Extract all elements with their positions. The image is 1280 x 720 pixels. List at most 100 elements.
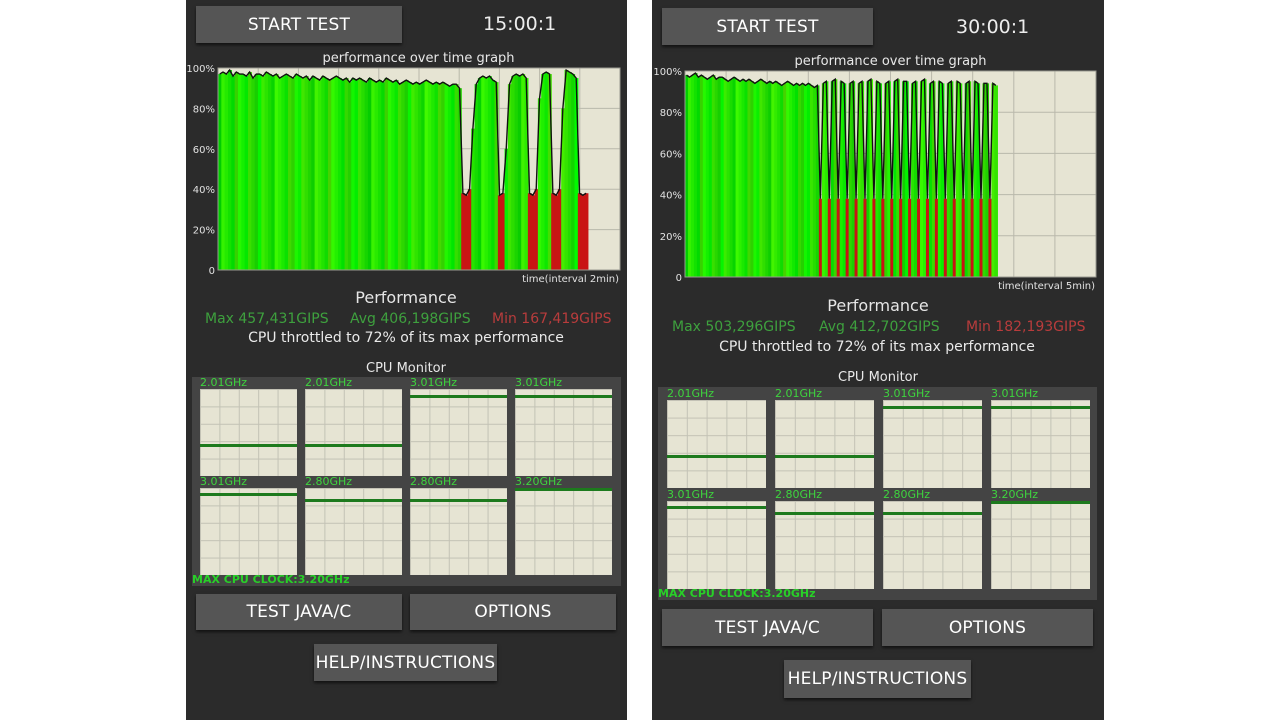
performance-bar bbox=[281, 76, 286, 270]
performance-bar bbox=[925, 198, 930, 277]
performance-bar bbox=[869, 79, 874, 278]
help-instructions-button[interactable]: HELP/INSTRUCTIONS bbox=[784, 660, 971, 698]
performance-bar bbox=[809, 85, 814, 277]
cpu-frequency-line bbox=[883, 512, 982, 515]
performance-bar bbox=[789, 83, 793, 277]
performance-bar bbox=[783, 83, 787, 277]
performance-bar bbox=[890, 198, 894, 277]
performance-bar bbox=[818, 198, 823, 277]
performance-bar bbox=[291, 78, 296, 270]
performance-bar bbox=[484, 78, 489, 270]
performance-bar bbox=[711, 75, 716, 278]
cpu-core-graph bbox=[991, 400, 1090, 488]
performance-bar bbox=[762, 81, 766, 277]
performance-bar bbox=[708, 77, 713, 278]
cpu-core-graph bbox=[305, 488, 402, 575]
cpu-frequency-line bbox=[775, 455, 874, 458]
performance-bar bbox=[911, 83, 915, 277]
performance-bar bbox=[507, 84, 512, 270]
performance-bar bbox=[976, 83, 981, 277]
start-test-button[interactable]: START TEST bbox=[662, 8, 873, 45]
performance-bar bbox=[361, 80, 366, 271]
performance-bar bbox=[786, 81, 790, 277]
performance-bar bbox=[827, 198, 832, 277]
performance-bar bbox=[241, 74, 246, 270]
performance-line bbox=[686, 72, 997, 199]
performance-bar bbox=[958, 83, 963, 277]
performance-title: Performance bbox=[827, 296, 929, 315]
performance-bar bbox=[454, 84, 459, 270]
performance-bar bbox=[875, 81, 879, 277]
performance-bar bbox=[311, 76, 316, 270]
max-cpu-clock: MAX CPU CLOCK:3.20GHz bbox=[658, 587, 816, 600]
cpu-core-frequency: 2.80GHz bbox=[775, 488, 823, 501]
performance-bar bbox=[905, 81, 909, 277]
y-tick-label: 60% bbox=[660, 149, 682, 160]
performance-bar bbox=[946, 83, 951, 277]
min-performance-stat: Min 182,193GIPS bbox=[966, 319, 1086, 335]
cpu-core-graph bbox=[410, 488, 507, 575]
performance-bar bbox=[257, 74, 262, 270]
performance-bar bbox=[424, 80, 429, 271]
min-performance-stat: Min 167,419GIPS bbox=[492, 311, 612, 327]
cpu-core-graph bbox=[991, 501, 1090, 589]
performance-bar bbox=[979, 198, 984, 277]
test-timer: 30:00:1 bbox=[956, 16, 1030, 38]
y-tick-label: 100% bbox=[186, 64, 215, 75]
cpu-core-graph bbox=[515, 389, 612, 476]
performance-bar bbox=[264, 72, 269, 270]
performance-bar bbox=[798, 85, 802, 277]
performance-bar bbox=[524, 78, 529, 270]
performance-bar bbox=[738, 81, 743, 277]
performance-bar bbox=[937, 81, 942, 277]
performance-bar bbox=[940, 83, 945, 277]
cpu-frequency-line bbox=[410, 499, 507, 502]
performance-bar bbox=[411, 84, 416, 270]
performance-bar bbox=[567, 72, 572, 270]
performance-bar bbox=[537, 98, 542, 270]
performance-bar bbox=[444, 84, 449, 270]
performance-bar bbox=[854, 198, 859, 277]
performance-bar bbox=[881, 198, 885, 277]
performance-bar bbox=[364, 82, 369, 270]
performance-bar bbox=[481, 76, 486, 270]
performance-bar bbox=[914, 81, 918, 277]
options-button[interactable]: OPTIONS bbox=[882, 609, 1093, 646]
performance-bar bbox=[228, 70, 232, 271]
performance-bar bbox=[842, 83, 847, 277]
y-tick-label: 40% bbox=[193, 185, 215, 196]
performance-bar bbox=[908, 198, 912, 277]
performance-bar bbox=[501, 193, 506, 270]
performance-bar bbox=[917, 198, 921, 277]
performance-bar bbox=[221, 72, 226, 270]
cpu-core-frequency: 3.01GHz bbox=[410, 376, 458, 389]
performance-bar bbox=[920, 81, 924, 277]
left-phone-screen: START TEST 15:00:1 performance over time… bbox=[186, 0, 627, 720]
start-test-button[interactable]: START TEST bbox=[196, 6, 402, 43]
test-java-c-button[interactable]: TEST JAVA/C bbox=[662, 609, 873, 646]
cpu-core-graph bbox=[883, 501, 982, 589]
performance-bar bbox=[464, 195, 469, 270]
cpu-core-frequency: 2.01GHz bbox=[775, 387, 823, 400]
performance-bar bbox=[431, 84, 436, 270]
performance-bar bbox=[437, 84, 442, 270]
performance-bar bbox=[824, 81, 829, 277]
cpu-core-frequency: 3.01GHz bbox=[667, 488, 715, 501]
performance-bar bbox=[750, 81, 755, 277]
performance-bar bbox=[487, 76, 492, 270]
max-performance-stat: Max 503,296GIPS bbox=[672, 319, 796, 335]
performance-bar bbox=[574, 78, 579, 270]
performance-bar bbox=[780, 85, 784, 277]
performance-bar bbox=[457, 88, 462, 270]
performance-bar bbox=[812, 87, 817, 277]
performance-bar bbox=[732, 77, 737, 278]
performance-bar bbox=[324, 78, 329, 270]
performance-bar bbox=[771, 83, 775, 277]
help-instructions-button[interactable]: HELP/INSTRUCTIONS bbox=[314, 644, 497, 681]
test-java-c-button[interactable]: TEST JAVA/C bbox=[196, 594, 402, 630]
performance-bar bbox=[795, 83, 799, 277]
performance-bar bbox=[964, 83, 969, 277]
cpu-core-graph bbox=[200, 488, 297, 575]
options-button[interactable]: OPTIONS bbox=[410, 594, 616, 630]
performance-bar bbox=[803, 85, 808, 277]
